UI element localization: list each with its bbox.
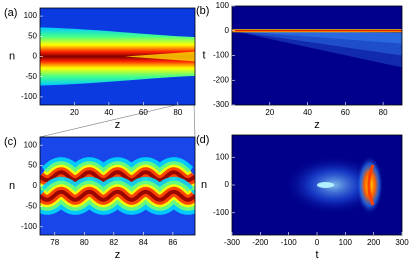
y-tick-label: -100 [213,208,230,217]
y-tick-label: -200 [213,75,230,84]
y-tick-label: 100 [216,1,230,10]
panel-label: (a) [4,7,17,19]
heatmap [232,6,402,105]
x-tick-label: 40 [303,108,312,117]
y-tick-label: -50 [25,202,37,211]
field [232,30,402,68]
x-tick-label: 40 [104,108,113,117]
x-axis-label: z [314,119,320,131]
panel-label: (c) [4,136,17,148]
y-tick-label: -300 [213,100,230,109]
x-tick-label: 20 [265,108,274,117]
field [367,164,375,206]
x-tick-label: 82 [109,238,118,247]
y-axis-label: n [201,179,207,191]
x-tick-label: 86 [168,238,177,247]
y-tick-label: 50 [28,31,37,40]
x-tick-label: -200 [252,238,269,247]
x-axis-label: t [315,249,318,260]
x-tick-label: 100 [339,238,353,247]
y-tick-label: -100 [21,222,38,231]
x-tick-label: 80 [173,108,182,117]
x-axis-label: z [115,119,121,131]
x-tick-label: 20 [70,108,79,117]
x-tick-label: 80 [80,238,89,247]
y-tick-label: 100 [216,152,230,161]
background [232,6,402,105]
field [232,30,402,44]
heatmap [40,8,195,105]
y-axis-label: t [202,49,205,61]
y-tick-label: 0 [225,180,230,189]
panel-label: (b) [196,5,209,17]
x-tick-label: 300 [395,238,409,247]
x-tick-label: 80 [379,108,388,117]
y-tick-label: 0 [33,181,38,190]
y-tick-label: 100 [24,11,38,20]
x-tick-label: 60 [139,108,148,117]
heatmap [232,135,402,235]
panel-label: (d) [196,134,209,146]
zoom-line [39,104,177,138]
field [40,189,195,202]
x-tick-label: 78 [50,238,59,247]
x-axis-label: z [115,249,121,260]
y-tick-label: 50 [28,161,37,170]
x-tick-label: 84 [139,238,148,247]
heatmap [40,137,195,235]
x-tick-label: 60 [341,108,350,117]
field [317,182,334,188]
y-axis-label: n [9,180,15,192]
y-tick-label: 0 [33,52,38,61]
y-axis-label: n [9,50,15,62]
split [125,51,195,62]
y-tick-label: 0 [225,26,230,35]
y-tick-label: -100 [21,92,38,101]
field [40,170,195,183]
zoom-line [193,104,196,138]
y-tick-label: -50 [25,72,37,81]
x-tick-label: -300 [224,238,241,247]
x-tick-label: 0 [315,238,320,247]
field [40,27,195,86]
y-tick-label: -100 [213,51,230,60]
x-tick-label: -100 [281,238,298,247]
field [232,30,402,56]
y-tick-label: 100 [24,140,38,149]
x-tick-label: 200 [367,238,381,247]
